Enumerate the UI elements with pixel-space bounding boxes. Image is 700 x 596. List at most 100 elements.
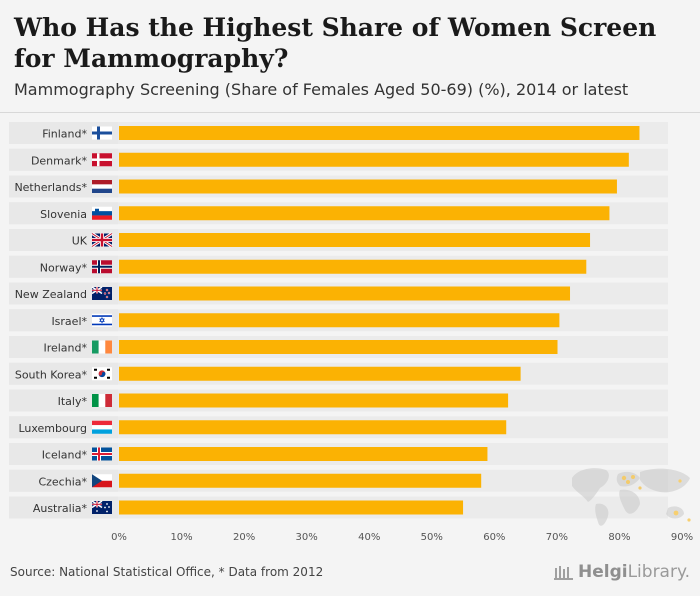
chart-rows: Finland* Denmark* Netherlands* Slovenia UK No… bbox=[9, 122, 668, 519]
row-label-background bbox=[9, 416, 118, 439]
bar bbox=[119, 420, 507, 435]
flag-new-zealand-icon bbox=[91, 286, 112, 300]
bar-row: Norway* bbox=[9, 255, 668, 278]
row-label-background bbox=[9, 202, 118, 225]
bar-row: New Zealand bbox=[9, 282, 668, 305]
bar bbox=[119, 126, 640, 140]
row-label-background bbox=[9, 362, 118, 385]
bar-row: Slovenia bbox=[9, 202, 668, 225]
category-label: Slovenia bbox=[40, 208, 87, 221]
world-map-watermark bbox=[572, 468, 691, 526]
category-label: Iceland* bbox=[42, 449, 88, 462]
bar-row: Ireland* bbox=[9, 336, 668, 358]
flag-norway-icon bbox=[92, 260, 112, 274]
x-axis: 0% 10% 20% 30% 40% 50% 60% 70% 80% 90% bbox=[111, 532, 693, 543]
chart-subtitle: Mammography Screening (Share of Females … bbox=[14, 80, 629, 99]
row-label-background bbox=[9, 309, 118, 332]
bar bbox=[119, 500, 464, 515]
flag-israel-icon bbox=[92, 313, 112, 327]
category-label: Italy* bbox=[58, 395, 88, 408]
map-highlight-nz bbox=[687, 518, 691, 522]
x-tick-label: 30% bbox=[296, 532, 318, 543]
x-tick-label: 0% bbox=[111, 532, 127, 543]
category-label: Australia* bbox=[33, 502, 88, 515]
category-label: Ireland* bbox=[43, 342, 87, 355]
map-north-america bbox=[572, 468, 609, 502]
bar bbox=[119, 447, 488, 461]
bar bbox=[119, 473, 482, 488]
map-highlight-europe-2 bbox=[626, 480, 630, 484]
bar bbox=[119, 206, 610, 221]
row-label-background bbox=[9, 255, 118, 278]
flag-netherlands-icon bbox=[92, 180, 112, 193]
map-highlight-korea bbox=[678, 479, 682, 483]
chart-title: Who Has the Highest Share of Women Scree… bbox=[14, 13, 657, 73]
flag-finland-icon bbox=[92, 126, 112, 140]
category-label: New Zealand bbox=[15, 288, 87, 301]
map-asia bbox=[640, 468, 690, 493]
bar-row: Iceland* bbox=[9, 443, 668, 465]
map-highlight-israel bbox=[638, 486, 642, 490]
bar bbox=[119, 366, 521, 381]
flag-ireland-icon bbox=[92, 340, 112, 354]
bar-row: Luxembourg bbox=[9, 416, 668, 439]
x-tick-label: 60% bbox=[483, 532, 505, 543]
map-highlight-europe-1 bbox=[621, 475, 627, 481]
category-label: Norway* bbox=[40, 261, 88, 274]
bar bbox=[119, 286, 571, 301]
flag-denmark-icon bbox=[92, 153, 112, 167]
flag-south-korea-icon bbox=[92, 367, 112, 381]
map-africa bbox=[619, 489, 640, 514]
header-divider bbox=[0, 112, 700, 113]
category-label: Netherlands* bbox=[14, 181, 87, 194]
bar-chart: Finland* Denmark* Netherlands* Slovenia UK No… bbox=[9, 122, 694, 543]
library-icon bbox=[553, 566, 573, 580]
row-label-background bbox=[9, 175, 118, 198]
bar-row: Italy* bbox=[9, 389, 668, 412]
x-tick-label: 10% bbox=[170, 532, 192, 543]
category-label: UK bbox=[72, 235, 88, 248]
x-tick-label: 50% bbox=[421, 532, 443, 543]
brand-logo: HelgiLibrary. bbox=[553, 562, 690, 582]
bar bbox=[119, 393, 509, 408]
bar bbox=[119, 259, 587, 274]
row-label-background bbox=[9, 336, 118, 358]
row-label-background bbox=[9, 282, 118, 305]
bar-row: Denmark* bbox=[9, 148, 668, 171]
x-tick-label: 20% bbox=[233, 532, 255, 543]
flag-uk-icon bbox=[91, 232, 113, 248]
map-highlight-europe-3 bbox=[631, 475, 635, 479]
x-tick-label: 40% bbox=[358, 532, 380, 543]
source-note: Source: National Statistical Office, * D… bbox=[10, 565, 324, 579]
bar-row: Israel* bbox=[9, 309, 668, 332]
bar-row: Netherlands* bbox=[9, 175, 668, 198]
category-label: Luxembourg bbox=[18, 422, 87, 435]
bar-row: UK bbox=[9, 229, 668, 251]
row-label-background bbox=[9, 122, 118, 144]
bar bbox=[119, 152, 629, 167]
row-label-background bbox=[9, 148, 118, 171]
category-label: Israel* bbox=[51, 315, 87, 328]
flag-italy-icon bbox=[92, 394, 112, 407]
bar-row: South Korea* bbox=[9, 362, 668, 385]
row-label-background bbox=[9, 229, 118, 251]
bar bbox=[119, 179, 617, 194]
category-label: Czechia* bbox=[38, 475, 87, 488]
row-label-background bbox=[9, 496, 118, 519]
map-south-america bbox=[595, 503, 609, 526]
brand-bold: Helgi bbox=[577, 562, 628, 582]
flag-australia-icon bbox=[91, 500, 112, 514]
flag-luxembourg-icon bbox=[92, 420, 112, 434]
x-tick-label: 70% bbox=[546, 532, 568, 543]
bar-row: Czechia* bbox=[9, 469, 668, 492]
flag-iceland-icon bbox=[92, 447, 112, 461]
flag-czechia-icon bbox=[92, 474, 112, 488]
x-tick-label: 80% bbox=[608, 532, 630, 543]
bar-row: Finland* bbox=[9, 122, 668, 144]
row-label-background bbox=[9, 389, 118, 412]
x-tick-label: 90% bbox=[671, 532, 693, 543]
brand-rest: Library. bbox=[627, 562, 690, 582]
bar bbox=[119, 233, 591, 247]
row-label-background bbox=[9, 469, 118, 492]
flag-slovenia-icon bbox=[92, 206, 112, 220]
